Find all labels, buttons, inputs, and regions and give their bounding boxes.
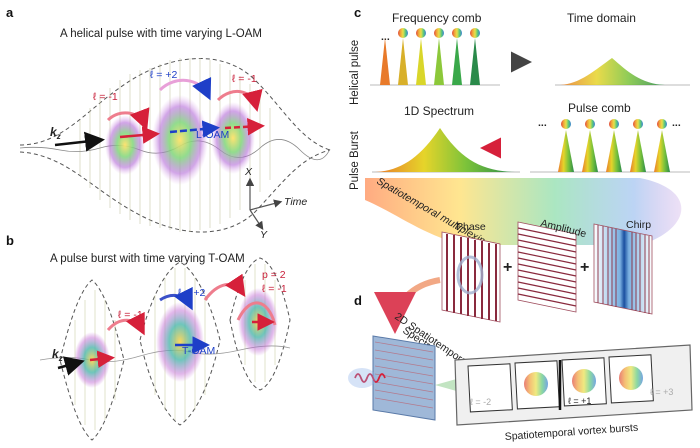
pulse-comb-ellipsis-right: ...: [672, 117, 681, 129]
vortex-left: [105, 115, 145, 175]
pulse-comb-peaks: [558, 130, 670, 172]
panel-a-oam-label: L-OAM: [196, 129, 229, 141]
spectrum-envelope: [375, 128, 515, 172]
burst-circulation-1-arrow: [106, 311, 145, 336]
row-label-burst: Pulse Burst: [349, 130, 361, 190]
panel-b-l-mid: ℓ = +2: [178, 287, 205, 299]
to-spectra-arrow: [374, 277, 441, 334]
chirp-label: Chirp: [626, 219, 651, 231]
panel-b-l-left: ℓ = -1: [118, 309, 143, 321]
amplitude-mask: [517, 221, 577, 313]
freq-comb-peaks: [380, 38, 480, 85]
burst-kz-arrow: [57, 356, 85, 376]
film-label-2: ℓ = +1: [568, 396, 591, 406]
panel-c-letter: c: [354, 5, 361, 20]
propagation-arrow-red-1: [119, 126, 160, 144]
panel-c: c Frequency comb Time domain Helical pul…: [349, 5, 690, 190]
kz-arrow: [54, 131, 105, 152]
burst-vortex-2: [156, 302, 204, 382]
chirp-mask: [593, 223, 653, 315]
panel-d-letter: d: [354, 293, 362, 308]
film-label-1: ℓ = -2: [470, 397, 491, 407]
burst-envelope-3: [229, 257, 291, 391]
burst-circulation-3-arrow: [203, 273, 246, 301]
pulse-comb-ellipsis-left: ...: [538, 117, 547, 129]
axis-time-label: Time: [284, 196, 307, 208]
input-pulse: [354, 373, 386, 383]
vortex-middle: [152, 95, 208, 185]
pulse-comb-vortex-icons: [561, 119, 667, 129]
panel-a: a A helical pulse with time varying L-OA…: [6, 5, 331, 241]
time-domain-pulse: [560, 58, 665, 85]
phase-label: Phase: [456, 221, 486, 233]
panel-b-letter: b: [6, 233, 14, 248]
burst-prop-arrow-red: [89, 350, 115, 368]
row-label-helical: Helical pulse: [349, 40, 361, 105]
envelope-lower: [19, 149, 331, 233]
circulation-left-arrow: [106, 107, 150, 131]
panel-b-p-right: p = 2: [262, 269, 286, 281]
spectra-plate: [372, 335, 436, 421]
time-domain-title: Time domain: [567, 11, 636, 25]
propagation-arrow-red-2: [224, 117, 265, 136]
panel-a-letter: a: [6, 5, 14, 20]
pulse-comb-title: Pulse comb: [568, 101, 631, 115]
axes-icon: [245, 177, 283, 230]
freq-comb-vortex-icons: [398, 28, 480, 38]
burst-circulation-2-arrow: [159, 286, 193, 311]
panel-a-l-mid: ℓ = +2: [150, 69, 177, 81]
panel-a-l-left: ℓ = -1: [93, 91, 118, 103]
spectrum-title: 1D Spectrum: [404, 104, 474, 118]
freq-comb-ellipsis: ...: [381, 31, 390, 43]
circulation-right-arrow: [216, 88, 263, 112]
axis-y-label: Y: [260, 229, 268, 241]
plus-sign-1: +: [503, 259, 512, 276]
panel-a-title: A helical pulse with time varying L-OAM: [60, 28, 262, 40]
bursts-label: Spatiotemporal vortex bursts: [504, 422, 638, 443]
freq-comb-title: Frequency comb: [392, 11, 482, 25]
vortex-right: [211, 102, 255, 174]
film-label-3: ℓ = +3: [650, 387, 673, 397]
burst-envelope-2: [139, 261, 221, 426]
panel-b-l-right: ℓ = -1: [262, 283, 287, 295]
panel-b-oam-label: T-OAM: [182, 345, 215, 357]
output-beam: [435, 378, 460, 392]
panel-a-l-right: ℓ = -1: [232, 73, 257, 85]
phase-mask: [441, 231, 501, 323]
plus-sign-2: +: [580, 259, 589, 276]
propagation-arrow-blue: [169, 120, 220, 138]
panel-b-kz-label: kz: [52, 347, 63, 363]
panel-b: b A pulse burst with time varying T-OAM …: [6, 233, 291, 441]
panel-b-title: A pulse burst with time varying T-OAM: [50, 253, 245, 265]
panel-d: Spatiotemporal multiplexing Phase +: [348, 175, 693, 443]
input-beam-glow: [348, 368, 376, 388]
circulation-mid-arrow: [158, 76, 212, 101]
film-strip: [454, 344, 693, 426]
envelope-upper: [19, 58, 331, 151]
axis-x-label: X: [244, 166, 253, 178]
panel-a-kz-label: kz: [50, 125, 61, 141]
